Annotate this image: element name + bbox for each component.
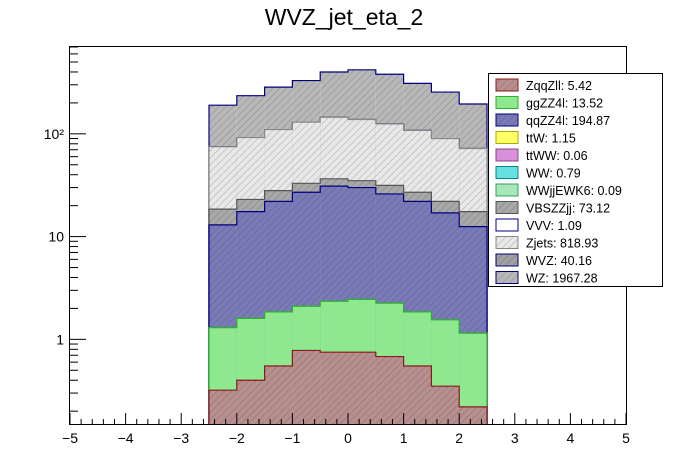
legend-label-wwjjewk6: WWjjEWK6: 0.09 — [526, 184, 622, 198]
bar-hatch-zqqzll-bin-4 — [320, 352, 348, 424]
y-tick-label: 10 — [48, 229, 64, 245]
legend-swatch-ttww — [495, 148, 519, 162]
outline-zqqzll — [208, 349, 488, 424]
legend-swatch-hatch-zqqzll — [496, 79, 518, 91]
bar-hatch-zqqzll-bin-8 — [431, 386, 460, 424]
outline-ggzz4l — [208, 298, 488, 424]
legend-swatch-hatch-qqzz4l — [496, 114, 518, 126]
x-tick-label: −2 — [229, 430, 245, 446]
x-tick-label: 3 — [511, 430, 519, 446]
legend-swatch-wwjjewk6 — [495, 183, 519, 197]
legend-swatch-hatch-vbszzjj — [496, 201, 518, 214]
legend-label-ggzz4l: ggZZ4l: 13.52 — [526, 97, 603, 111]
bar-hatch-zqqzll-bin-9 — [459, 406, 487, 424]
x-tick-label: −3 — [173, 430, 189, 446]
x-tick-label: −1 — [284, 430, 300, 446]
x-tick-label: −4 — [118, 430, 134, 446]
bar-hatch-zqqzll-bin-7 — [403, 366, 432, 424]
legend-label-zjets: Zjets: 818.93 — [526, 237, 598, 251]
legend-label-vbszzjj: VBSZZjj: 73.12 — [526, 202, 610, 216]
outline-vbszzjj — [208, 178, 488, 424]
chart-title: WVZ_jet_eta_2 — [265, 4, 424, 30]
legend-label-vvv: VVV: 1.09 — [526, 219, 582, 233]
legend-label-zqqzll: ZqqZll: 5.42 — [526, 79, 592, 93]
x-tick-label: 5 — [622, 430, 630, 446]
y-tick-label: 10² — [44, 126, 65, 142]
y-tick-label: 1 — [56, 331, 64, 347]
x-tick-label: −5 — [62, 430, 78, 446]
bars-layer — [208, 69, 488, 425]
legend-label-wvz: WVZ: 40.16 — [526, 254, 592, 268]
bar-hatch-zqqzll-bin-5 — [348, 352, 376, 424]
outline-wz — [208, 69, 488, 424]
bar-hatch-zqqzll-bin-6 — [375, 356, 404, 424]
bar-hatch-zqqzll-bin-0 — [209, 390, 237, 424]
legend-swatch-ggzz4l — [495, 96, 519, 109]
legend-swatch-hatch-wvz — [496, 254, 518, 266]
legend-label-wz: WZ: 1967.28 — [526, 272, 598, 286]
legend-swatch-vvv — [495, 218, 519, 232]
bar-hatch-zqqzll-bin-1 — [236, 380, 265, 424]
x-tick-label: 0 — [344, 430, 352, 446]
x-tick-label: 2 — [455, 430, 463, 446]
legend: ZqqZll: 5.42 ggZZ4l: 13.52 qqZZ4l: 194.87 t… — [488, 73, 663, 287]
outline-qqzz4l — [208, 185, 488, 424]
legend-label-ttw: ttW: 1.15 — [526, 132, 576, 146]
legend-label-ttww: ttWW: 0.06 — [526, 149, 588, 163]
legend-swatch-hatch-zjets — [496, 236, 518, 249]
legend-swatch-hatch-wz — [496, 271, 518, 284]
x-tick-label: 4 — [567, 430, 575, 446]
outline-zjets — [208, 116, 488, 424]
legend-label-ww: WW: 0.79 — [526, 167, 581, 181]
legend-swatch-ttw — [495, 131, 519, 144]
axes-layer: −5 −4 −3 −2 −1 0 1 2 3 4 5 1 10 10² — [44, 46, 630, 446]
legend-label-qqzz4l: qqZZ4l: 194.87 — [526, 114, 610, 128]
x-tick-label: 1 — [400, 430, 408, 446]
legend-swatch-ww — [495, 166, 519, 179]
bar-hatch-zqqzll-bin-2 — [264, 366, 293, 424]
bar-hatch-zqqzll-bin-3 — [292, 350, 321, 424]
